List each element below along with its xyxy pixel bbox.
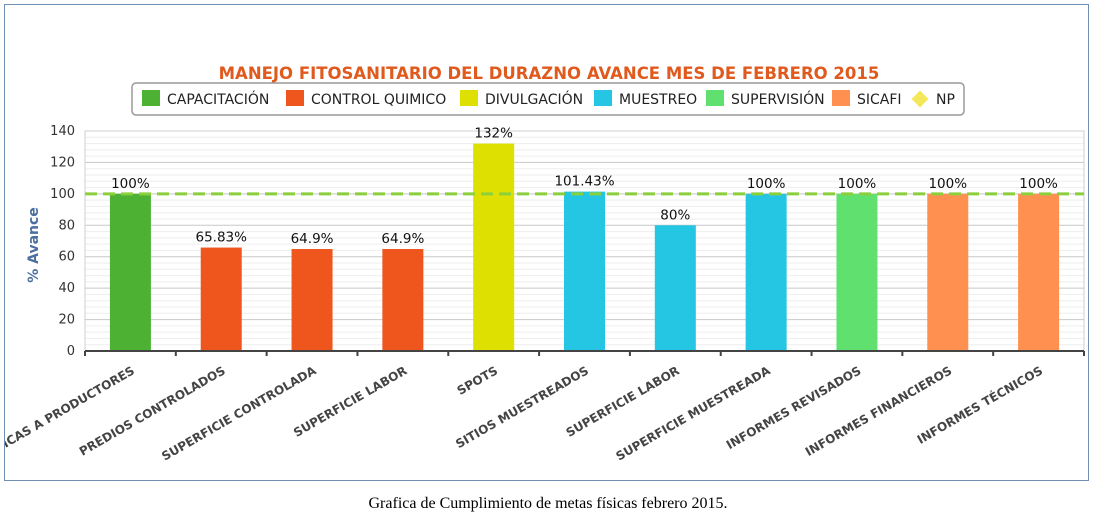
y-tick-label: 120 (50, 155, 75, 170)
figure-caption: Grafica de Cumplimiento de metas físicas… (368, 495, 728, 512)
y-tick-label: 140 (50, 124, 75, 139)
bar-5 (564, 191, 605, 351)
bar-8 (836, 193, 878, 351)
data-label-5: 101.43% (554, 174, 614, 190)
y-tick-label: 80 (58, 218, 75, 233)
y-tick-label: 20 (58, 313, 75, 328)
bar-4 (473, 143, 515, 351)
data-label-4: 132% (474, 126, 513, 142)
y-axis-label: % Avance (26, 207, 42, 283)
bar-7 (745, 193, 787, 351)
bar-9 (927, 193, 969, 351)
x-category-label-1: PREDIOS CONTROLADOS (77, 363, 228, 458)
data-label-9: 100% (928, 176, 967, 192)
chart-title: MANEJO FITOSANITARIO DEL DURAZNO AVANCE … (219, 64, 880, 83)
data-label-2: 64.9% (291, 231, 334, 247)
legend-marker-0 (142, 90, 160, 106)
data-label-6: 80% (660, 207, 690, 223)
legend-marker-2 (460, 90, 478, 106)
x-category-label-7: SUPERFICIE MUESTREADA (614, 363, 774, 463)
bar-6 (654, 225, 696, 351)
x-category-label-9: INFORMES FINANCIEROS (803, 363, 954, 458)
legend-label-2: DIVULGACIÓN (485, 90, 583, 108)
legend-marker-5 (832, 90, 850, 106)
bar-3 (382, 249, 424, 351)
legend-marker-3 (594, 90, 612, 106)
y-tick-label: 100 (50, 187, 75, 202)
x-category-label-4: SPOTS (455, 363, 501, 397)
y-tick-label: 60 (58, 250, 75, 265)
bar-chart: MANEJO FITOSANITARIO DEL DURAZNO AVANCE … (5, 64, 1085, 463)
y-tick-label: 0 (67, 344, 75, 359)
data-label-3: 64.9% (381, 231, 424, 247)
legend-box (131, 82, 965, 116)
legend-marker-1 (286, 90, 304, 106)
legend-label-5: SICAFI (857, 92, 902, 108)
data-label-8: 100% (838, 176, 877, 192)
data-label-7: 100% (747, 176, 786, 192)
legend-label-6: NP (936, 92, 955, 108)
chart-frame: MANEJO FITOSANITARIO DEL DURAZNO AVANCE … (4, 4, 1089, 481)
bar-1 (200, 247, 242, 351)
legend-marker-6 (911, 90, 929, 108)
data-label-1: 65.83% (195, 230, 247, 246)
legend-label-3: MUESTREO (619, 92, 697, 108)
bar-2 (291, 249, 333, 351)
legend-label-0: CAPACITACIÓN (167, 90, 269, 108)
y-tick-label: 40 (58, 281, 75, 296)
bar-0 (109, 193, 151, 351)
bar-10 (1018, 193, 1060, 351)
legend-label-1: CONTROL QUIMICO (311, 92, 446, 108)
legend-marker-4 (706, 90, 724, 106)
data-label-10: 100% (1019, 176, 1058, 192)
legend-label-4: SUPERVISIÓN (731, 90, 825, 108)
data-label-0: 100% (111, 176, 150, 192)
x-category-label-2: SUPERFICIE CONTROLADA (159, 363, 319, 463)
